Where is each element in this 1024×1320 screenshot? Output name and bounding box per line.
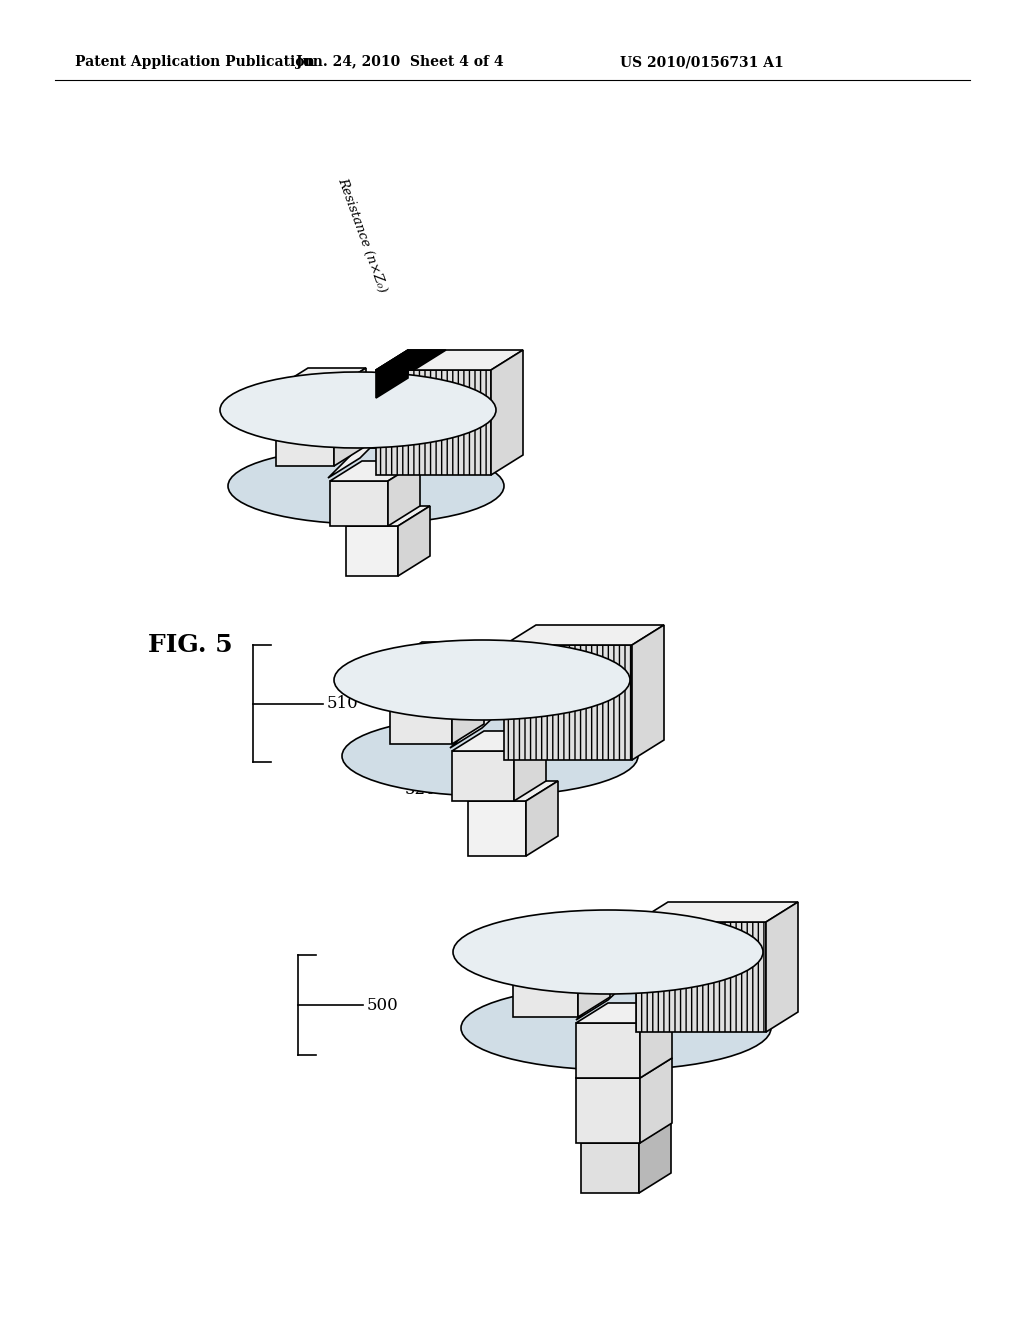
Ellipse shape bbox=[334, 640, 630, 719]
Polygon shape bbox=[640, 1003, 672, 1078]
Polygon shape bbox=[330, 480, 388, 525]
Polygon shape bbox=[581, 1123, 671, 1143]
Text: Patent Application Publication: Patent Application Publication bbox=[75, 55, 314, 69]
Polygon shape bbox=[640, 1059, 672, 1143]
Polygon shape bbox=[452, 731, 546, 751]
Text: FIG. 5: FIG. 5 bbox=[148, 634, 232, 657]
Ellipse shape bbox=[228, 447, 504, 524]
Ellipse shape bbox=[461, 986, 771, 1071]
Polygon shape bbox=[452, 751, 514, 801]
Polygon shape bbox=[575, 1078, 640, 1143]
Polygon shape bbox=[766, 902, 798, 1032]
Polygon shape bbox=[504, 645, 632, 760]
Polygon shape bbox=[390, 642, 484, 663]
Text: 510: 510 bbox=[327, 696, 358, 711]
Polygon shape bbox=[388, 461, 420, 525]
Ellipse shape bbox=[453, 909, 763, 994]
Polygon shape bbox=[276, 368, 366, 388]
Polygon shape bbox=[468, 801, 526, 855]
Polygon shape bbox=[334, 368, 366, 466]
Polygon shape bbox=[346, 506, 430, 525]
Polygon shape bbox=[526, 781, 558, 855]
Ellipse shape bbox=[220, 372, 496, 447]
Polygon shape bbox=[452, 642, 484, 744]
Polygon shape bbox=[636, 902, 798, 921]
Text: 500: 500 bbox=[367, 997, 398, 1014]
Polygon shape bbox=[376, 350, 408, 399]
Polygon shape bbox=[330, 461, 420, 480]
Polygon shape bbox=[575, 1003, 672, 1023]
Polygon shape bbox=[490, 350, 523, 475]
Polygon shape bbox=[636, 921, 766, 1032]
Polygon shape bbox=[468, 781, 558, 801]
Polygon shape bbox=[632, 624, 664, 760]
Polygon shape bbox=[398, 506, 430, 576]
Polygon shape bbox=[376, 350, 446, 370]
Polygon shape bbox=[575, 1023, 640, 1078]
Ellipse shape bbox=[342, 715, 638, 796]
Text: US 2010/0156731 A1: US 2010/0156731 A1 bbox=[620, 55, 783, 69]
Polygon shape bbox=[346, 525, 398, 576]
Polygon shape bbox=[450, 668, 546, 748]
Polygon shape bbox=[504, 624, 664, 645]
Text: 520: 520 bbox=[404, 781, 436, 799]
Polygon shape bbox=[513, 917, 610, 937]
Text: Jun. 24, 2010  Sheet 4 of 4: Jun. 24, 2010 Sheet 4 of 4 bbox=[296, 55, 504, 69]
Polygon shape bbox=[581, 1143, 639, 1193]
Polygon shape bbox=[578, 917, 610, 1016]
Polygon shape bbox=[513, 937, 578, 1016]
Text: Resistance (n×Z₀): Resistance (n×Z₀) bbox=[335, 176, 389, 294]
Polygon shape bbox=[575, 1059, 672, 1078]
Polygon shape bbox=[376, 350, 523, 370]
Polygon shape bbox=[575, 940, 672, 1020]
Polygon shape bbox=[390, 663, 452, 744]
Polygon shape bbox=[376, 370, 490, 475]
Polygon shape bbox=[328, 399, 420, 478]
Polygon shape bbox=[514, 731, 546, 801]
Polygon shape bbox=[639, 1123, 671, 1193]
Polygon shape bbox=[276, 388, 334, 466]
